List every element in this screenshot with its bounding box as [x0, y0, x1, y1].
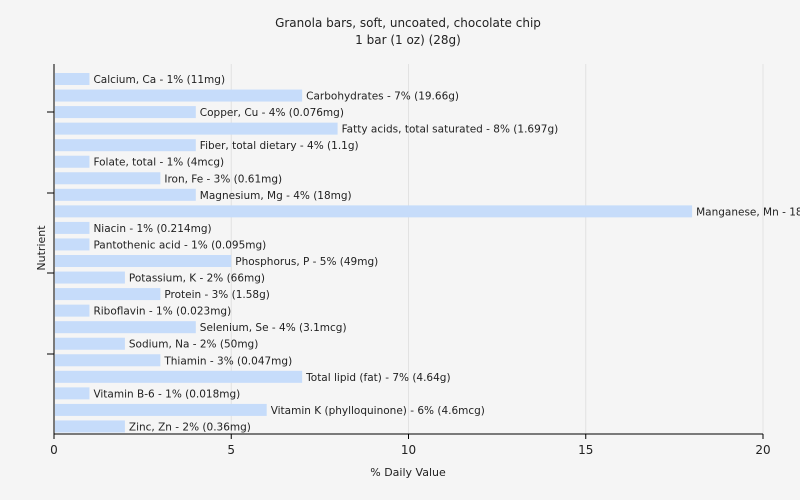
bar	[55, 188, 196, 201]
bar	[55, 255, 232, 267]
bar	[55, 122, 338, 135]
bar-label: Fiber, total dietary - 4% (1.1g)	[200, 140, 359, 152]
bar	[55, 288, 161, 301]
bar-label: Thiamin - 3% (0.047mg)	[163, 355, 292, 367]
x-tick-label: 0	[50, 443, 58, 457]
bar	[55, 403, 267, 416]
bar-label: Manganese, Mn - 18% (0.354mg)	[696, 206, 800, 218]
bar-label: Magnesium, Mg - 4% (18mg)	[200, 190, 352, 202]
bar-label: Zinc, Zn - 2% (0.36mg)	[129, 421, 251, 433]
bar	[55, 354, 161, 367]
bar-label: Iron, Fe - 3% (0.61mg)	[164, 173, 282, 185]
bar-label: Vitamin B-6 - 1% (0.018mg)	[93, 388, 240, 400]
bar-label: Folate, total - 1% (4mcg)	[93, 157, 224, 169]
bar	[55, 337, 125, 350]
bar-label: Vitamin K (phylloquinone) - 6% (4.6mcg)	[271, 405, 485, 417]
bar	[55, 271, 125, 284]
bar-label: Carbohydrates - 7% (19.66g)	[306, 91, 459, 103]
bar-label: Total lipid (fat) - 7% (4.64g)	[305, 372, 450, 384]
x-tick-label: 20	[755, 443, 770, 457]
x-tick-label: 15	[578, 443, 593, 457]
bar-label: Protein - 3% (1.58g)	[164, 289, 270, 301]
bar	[55, 370, 303, 383]
bar	[55, 238, 90, 251]
bar-label: Selenium, Se - 4% (3.1mcg)	[200, 322, 347, 334]
bar	[55, 205, 693, 218]
bar-label: Pantothenic acid - 1% (0.095mg)	[93, 239, 266, 251]
chart-subtitle: 1 bar (1 oz) (28g)	[355, 33, 461, 47]
x-tick-label: 10	[401, 443, 416, 457]
bar	[55, 387, 90, 400]
chart-title: Granola bars, soft, uncoated, chocolate …	[275, 16, 541, 30]
bar-label: Potassium, K - 2% (66mg)	[129, 273, 265, 285]
bar-label: Copper, Cu - 4% (0.076mg)	[200, 107, 344, 119]
bar-label: Phosphorus, P - 5% (49mg)	[235, 256, 378, 268]
bar-label: Niacin - 1% (0.214mg)	[93, 223, 211, 235]
bar	[55, 172, 161, 185]
bar-label: Calcium, Ca - 1% (11mg)	[93, 74, 225, 86]
bar-label: Sodium, Na - 2% (50mg)	[129, 339, 258, 351]
bar	[55, 221, 90, 234]
bar	[55, 139, 196, 152]
bar	[55, 155, 90, 168]
bar	[55, 321, 196, 334]
bar-label: Riboflavin - 1% (0.023mg)	[93, 306, 231, 318]
y-axis-label: Nutrient	[35, 225, 48, 271]
x-tick-label: 5	[227, 443, 235, 457]
bar-label: Fatty acids, total saturated - 8% (1.697…	[342, 124, 559, 136]
bars: Calcium, Ca - 1% (11mg) Carbohydrates - 7…	[55, 73, 800, 433]
bar	[55, 89, 303, 102]
axes: 0 5 10 15 20	[47, 64, 771, 457]
bar	[55, 73, 90, 85]
bar	[55, 106, 196, 119]
bar	[55, 304, 90, 317]
bar	[55, 420, 125, 433]
x-axis-label: % Daily Value	[370, 466, 446, 479]
